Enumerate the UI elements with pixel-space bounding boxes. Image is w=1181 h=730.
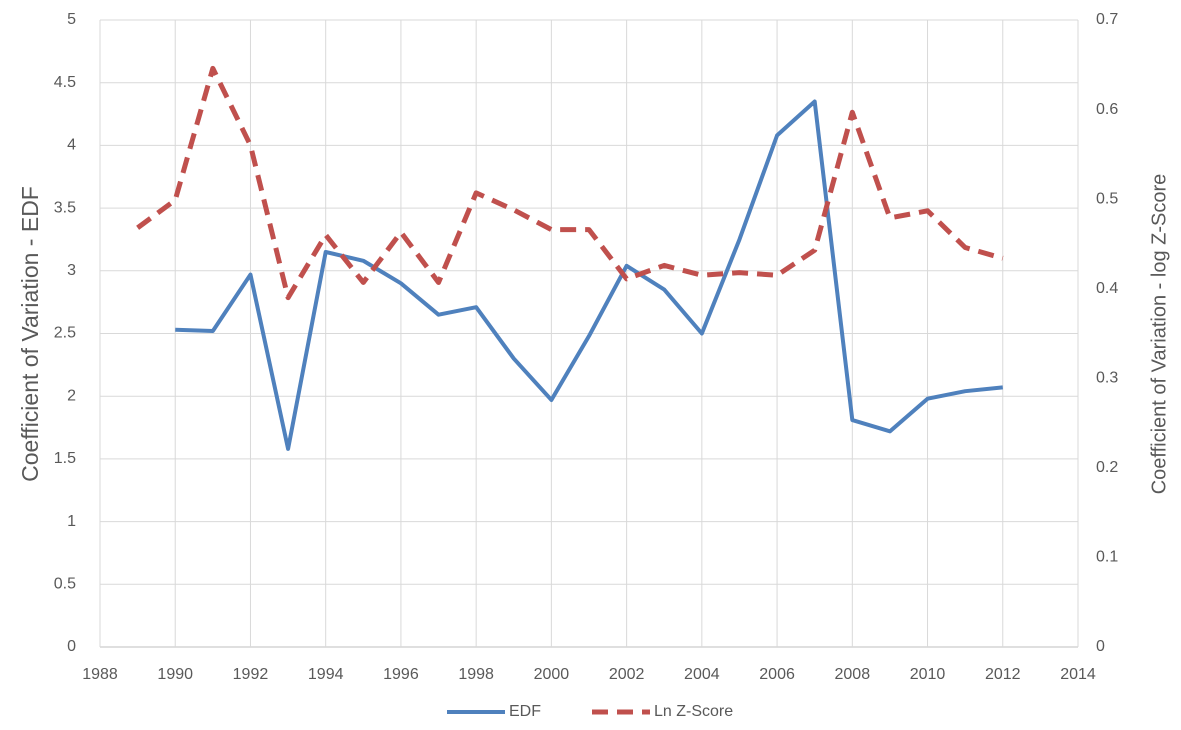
y-tick-label: 1.5 (54, 450, 76, 467)
y-tick-label: 4 (67, 137, 76, 154)
legend-label: EDF (509, 703, 541, 720)
x-tick-label: 2006 (759, 666, 795, 683)
legend-label: Ln Z-Score (654, 703, 733, 720)
y-axis-title: Coefficient of Variation - EDF (17, 186, 43, 482)
y-tick-label: 3.5 (54, 199, 76, 216)
y2-tick-label: 0.2 (1096, 459, 1118, 476)
y-tick-label: 1 (67, 513, 76, 530)
y-tick-label: 2 (67, 387, 76, 404)
x-tick-label: 1990 (157, 666, 193, 683)
x-tick-label: 2004 (684, 666, 720, 683)
y-tick-label: 4.5 (54, 74, 76, 91)
x-tick-label: 1988 (82, 666, 118, 683)
series-line (175, 99, 1003, 451)
y2-tick-label: 0.4 (1096, 280, 1118, 297)
x-tick-label: 2012 (985, 666, 1021, 683)
y-tick-label: 3 (67, 262, 76, 279)
x-tick-label: 1992 (233, 666, 269, 683)
x-tick-label: 2002 (609, 666, 645, 683)
y2-tick-label: 0 (1096, 638, 1105, 655)
y2-tick-label: 0.1 (1096, 549, 1118, 566)
x-tick-label: 2008 (835, 666, 871, 683)
x-tick-label: 2014 (1060, 666, 1096, 683)
y-tick-label: 2.5 (54, 325, 76, 342)
y-tick-label: 0 (67, 638, 76, 655)
y-tick-label: 0.5 (54, 576, 76, 593)
y2-tick-label: 0.7 (1096, 11, 1118, 28)
x-tick-label: 1996 (383, 666, 419, 683)
x-tick-label: 1994 (308, 666, 344, 683)
y2-tick-label: 0.3 (1096, 370, 1118, 387)
y2-tick-label: 0.5 (1096, 190, 1118, 207)
y-tick-label: 5 (67, 11, 76, 28)
series-line (136, 65, 1004, 301)
y2-tick-label: 0.6 (1096, 101, 1118, 118)
x-tick-label: 2010 (910, 666, 946, 683)
x-tick-label: 2000 (534, 666, 570, 683)
x-tick-label: 1998 (458, 666, 494, 683)
y2-axis-title: Coefficient of Variation - log Z-Score (1148, 174, 1170, 495)
